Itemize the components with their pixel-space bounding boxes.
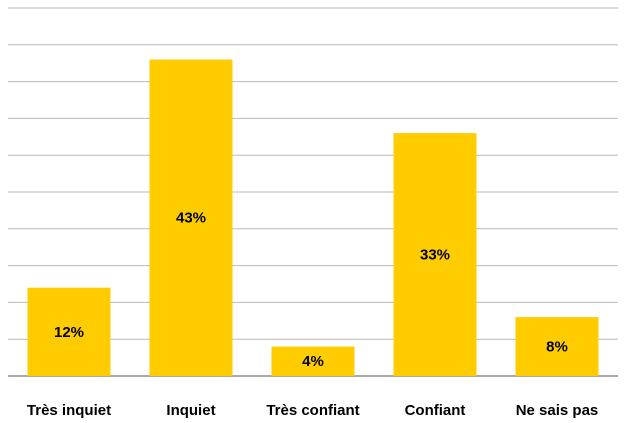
data-label: 12% xyxy=(54,324,84,341)
x-tick-label: Confiant xyxy=(405,402,466,419)
bar xyxy=(515,317,599,376)
bar xyxy=(393,133,477,376)
x-tick-label: Inquiet xyxy=(166,402,215,419)
data-label: 8% xyxy=(546,339,568,356)
x-tick-label: Ne sais pas xyxy=(516,402,599,419)
bar xyxy=(149,59,233,377)
bar xyxy=(271,346,355,376)
x-tick-label: Très confiant xyxy=(266,402,359,419)
data-label: 43% xyxy=(176,210,206,227)
x-tick-label: Très inquiet xyxy=(27,402,111,419)
bar xyxy=(27,287,111,376)
data-label: 33% xyxy=(420,247,450,264)
data-label: 4% xyxy=(302,353,324,370)
